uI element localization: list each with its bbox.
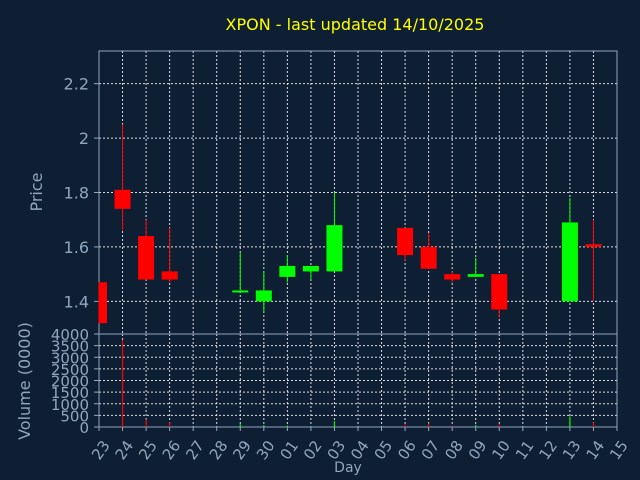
candle-body	[255, 290, 272, 302]
candle-body	[467, 274, 484, 277]
volume-axis-label: Volume (0000)	[15, 322, 34, 440]
chart-title: XPON - last updated 14/10/2025	[226, 15, 485, 34]
candle-body	[232, 290, 249, 293]
candle-body	[491, 274, 508, 310]
volume-tick-label: 3500	[51, 338, 89, 356]
volume-tick-label: 4000	[51, 326, 89, 344]
candle-body	[397, 227, 414, 256]
volume-tick-label: 3000	[51, 349, 89, 367]
volume-tick-label: 1000	[51, 396, 89, 414]
candle-body	[326, 225, 343, 272]
volume-tick-label: 2500	[51, 361, 89, 379]
candle-body	[561, 222, 578, 302]
volume-tick-label: 1500	[51, 384, 89, 402]
price-panel: 1.4 1.6 1.8 2 2.2	[64, 50, 618, 335]
candle-body	[444, 274, 461, 280]
volume-tick-label: 0	[79, 419, 89, 437]
candle-body	[585, 244, 602, 247]
volume-tick-label: 2000	[51, 373, 89, 391]
candle-body	[138, 236, 155, 280]
price-tick-label: 2	[79, 129, 89, 148]
price-tick-label: 2.2	[64, 75, 89, 94]
candle-body	[99, 282, 107, 324]
volume-tick-label: 500	[60, 407, 89, 425]
x-axis-label: Day	[334, 460, 362, 476]
price-tick-label: 1.4	[64, 292, 89, 311]
candle-body	[114, 189, 131, 209]
candle-body	[302, 265, 319, 272]
candle-body	[161, 271, 178, 280]
price-axis-label: Price	[27, 172, 46, 211]
candle-body	[420, 246, 437, 269]
price-tick-label: 1.6	[64, 238, 89, 257]
candle-body	[279, 265, 296, 277]
price-tick-label: 1.8	[64, 184, 89, 203]
